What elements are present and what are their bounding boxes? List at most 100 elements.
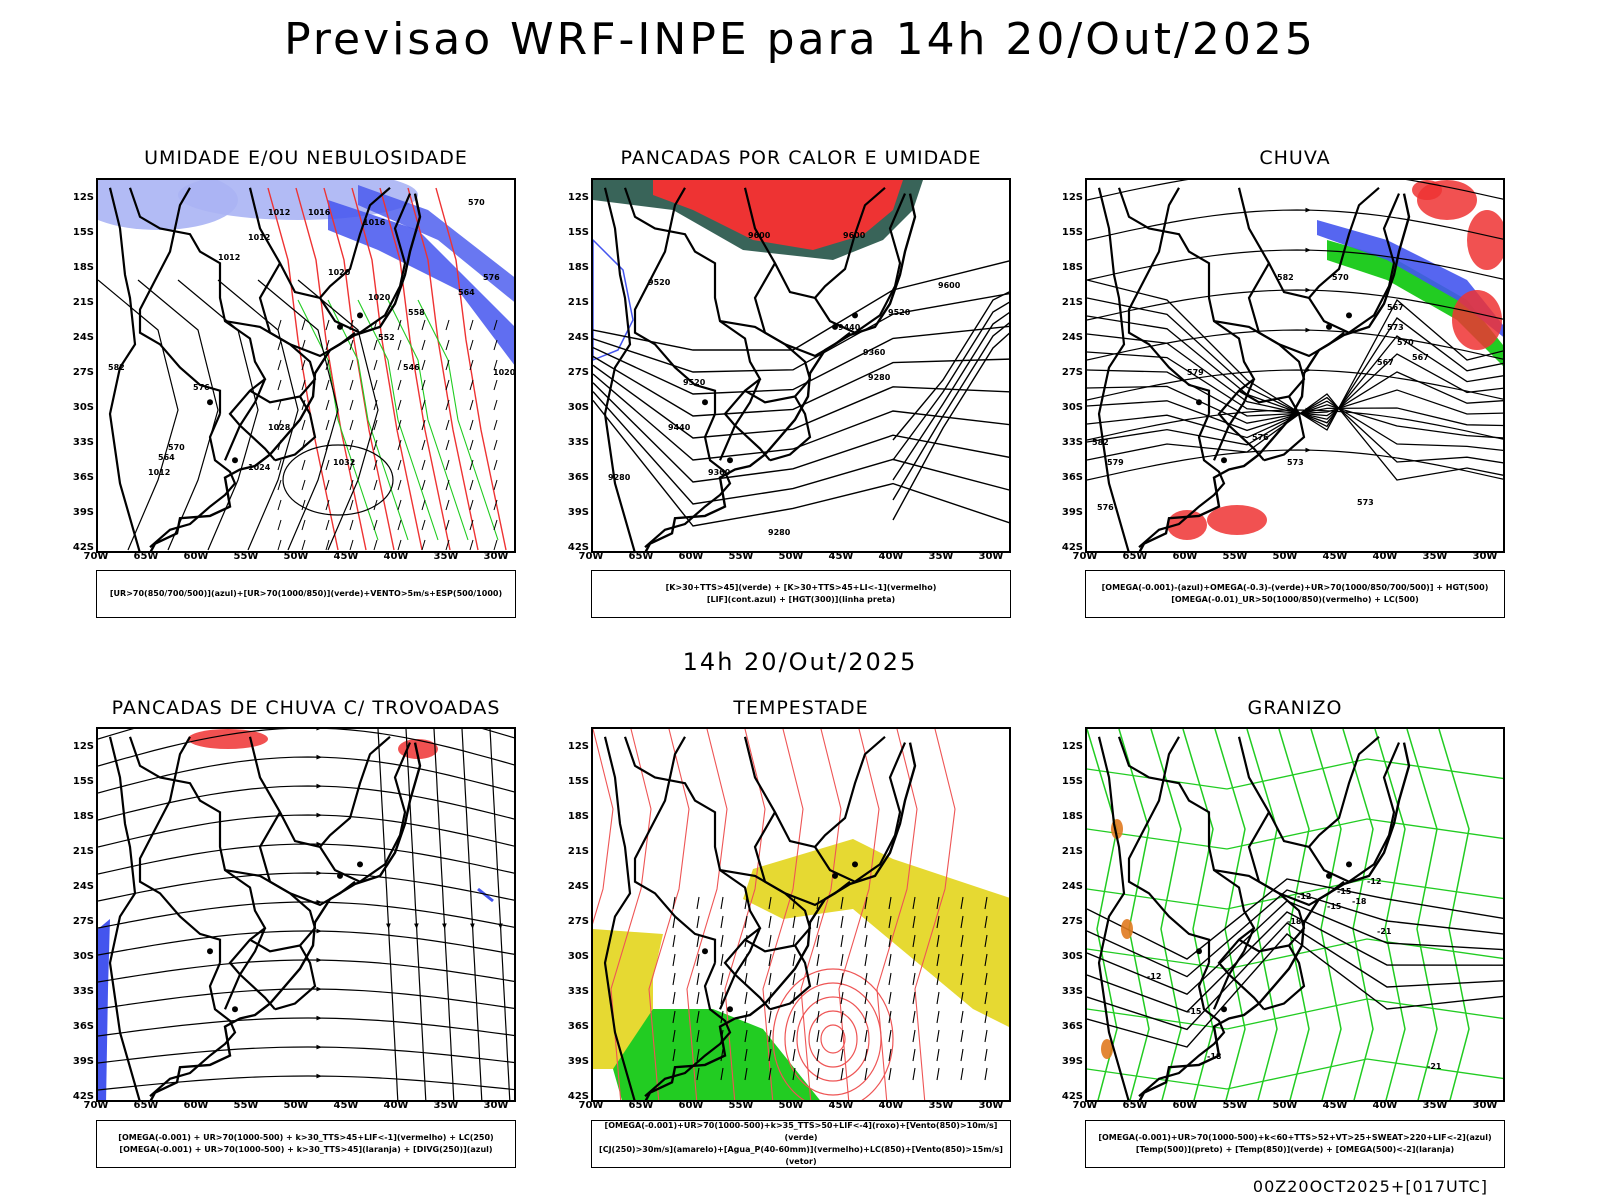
wind-vector — [421, 399, 426, 411]
wind-vector — [349, 339, 354, 351]
contour-label: 1012 — [248, 233, 270, 242]
contour-label: -18 — [1287, 917, 1302, 926]
contour-label: 582 — [1277, 273, 1294, 282]
coastline — [149, 193, 422, 551]
border-line — [743, 735, 886, 849]
wind-vector — [816, 1029, 820, 1043]
streamline — [1087, 249, 1503, 281]
lon-tick: 60W — [1172, 551, 1198, 562]
wind-vector — [493, 319, 498, 331]
coastline — [1138, 193, 1411, 551]
pressure-contour — [297, 279, 379, 551]
contour-label: 576 — [1252, 433, 1269, 442]
wind-vector — [373, 439, 378, 451]
wind-vector — [469, 479, 474, 491]
lat-tick: 42S — [1061, 1091, 1083, 1102]
wind-vector — [792, 1048, 796, 1062]
wind-arrow — [316, 957, 322, 963]
wind-vector — [469, 319, 474, 331]
lon-tick: 50W — [778, 1100, 804, 1111]
lif-contour — [593, 238, 634, 361]
lon-tick: 65W — [1122, 1100, 1148, 1111]
wind-vector — [469, 359, 474, 371]
coastline — [1138, 742, 1411, 1100]
wind-vector — [816, 1048, 820, 1062]
wind-vector — [349, 519, 354, 531]
divergence-area — [98, 919, 110, 1100]
temp850-contour — [1087, 1058, 1503, 1090]
rain-area — [1317, 220, 1503, 337]
wind-vector — [720, 972, 724, 986]
wind-vector — [445, 339, 450, 351]
wind-vector — [373, 539, 378, 551]
lon-tick: 45W — [828, 551, 854, 562]
wind-vector — [840, 991, 844, 1005]
thickness-contour — [435, 187, 507, 551]
lat-tick: 36S — [72, 472, 94, 483]
wind-vector — [720, 991, 724, 1005]
wind-vector — [792, 1029, 796, 1043]
lon-tick: 70W — [1072, 551, 1098, 562]
lat-tick: 15S — [1061, 776, 1083, 787]
wind-vector — [960, 991, 964, 1005]
lat-tick: 24S — [1061, 881, 1083, 892]
wind-vector — [421, 359, 426, 371]
lat-tick: 18S — [1061, 262, 1083, 273]
border-line — [1127, 187, 1211, 414]
wind-vector — [325, 339, 330, 351]
lon-tick: 60W — [678, 1100, 704, 1111]
wind-vector — [349, 359, 354, 371]
lat-tick: 39S — [1061, 1056, 1083, 1067]
thickness-contour — [323, 187, 395, 551]
lat-tick: 18S — [567, 811, 589, 822]
wind-vector — [445, 499, 450, 511]
forecast-map: 1012 1016 1012 1012 1020 1016 1020 1028 1032 1024… — [96, 178, 516, 553]
wind-vector — [672, 953, 676, 967]
wind-arrow — [1305, 447, 1311, 453]
wind-vector — [277, 539, 282, 551]
border-line — [138, 187, 222, 414]
lat-tick: 21S — [72, 846, 94, 857]
wind-vector — [373, 499, 378, 511]
border-line — [1097, 187, 1130, 551]
contour-label: -21 — [1377, 927, 1392, 936]
wind-vector — [720, 1048, 724, 1062]
lat-tick: 39S — [72, 507, 94, 518]
lon-tick: 30W — [978, 1100, 1004, 1111]
lon-tick: 45W — [1322, 1100, 1348, 1111]
wind-vector — [816, 1067, 820, 1081]
wind-vector — [469, 399, 474, 411]
legend-box: [K>30+TTS>45](verde) + [K>30+TTS>45+LI<-… — [591, 570, 1011, 618]
wind-vector — [325, 539, 330, 551]
contour-label: 9440 — [668, 423, 691, 432]
lake-marker — [1221, 1006, 1227, 1013]
wind-vector — [325, 419, 330, 431]
wind-vector — [864, 915, 868, 929]
lat-tick: 24S — [72, 332, 94, 343]
lat-tick: 36S — [1061, 472, 1083, 483]
wind-vector — [493, 359, 498, 371]
wind-vector — [888, 896, 892, 910]
wind-vector — [816, 991, 820, 1005]
wind-vector — [301, 319, 306, 331]
wind-vector — [493, 499, 498, 511]
omega-area — [1121, 919, 1133, 939]
border-line — [319, 193, 412, 334]
forecast-map — [591, 727, 1011, 1102]
lon-tick: 30W — [483, 1100, 509, 1111]
pressure-contour — [177, 279, 259, 551]
streamline — [98, 959, 514, 983]
border-line — [224, 869, 317, 953]
geopotential-contour — [1087, 351, 1503, 417]
wind-vector — [373, 419, 378, 431]
contour-label: 564 — [158, 453, 175, 462]
contour-label: 9440 — [838, 323, 861, 332]
lon-tick: 65W — [628, 551, 654, 562]
lat-tick: 18S — [72, 262, 94, 273]
wind-vector — [744, 1067, 748, 1081]
wind-vector — [744, 991, 748, 1005]
legend-box: [OMEGA(-0.001)+UR>70(1000-500)+k>35_TTS>… — [591, 1120, 1011, 1168]
legend-box: [OMEGA(-0.001)+UR>70(1000-500)+k<60+TTS>… — [1085, 1120, 1505, 1168]
lat-tick: 21S — [567, 297, 589, 308]
lon-tick: 30W — [978, 551, 1004, 562]
